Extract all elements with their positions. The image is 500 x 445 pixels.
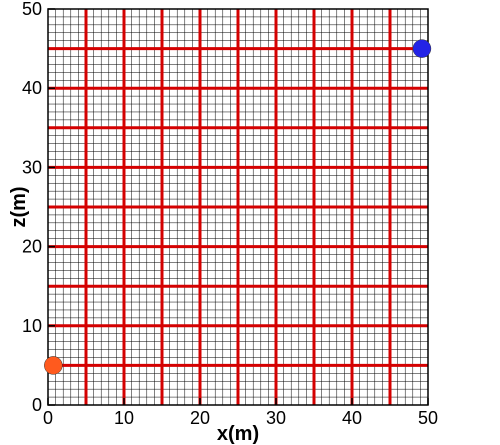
- plot-frame: [47, 8, 429, 406]
- coarse-grid: [48, 9, 428, 405]
- y-axis-label: z(m): [8, 186, 30, 227]
- data-point: [412, 39, 432, 58]
- x-tick-labels: 0 10 20 30 40 50: [43, 408, 438, 428]
- x-tick-label: 40: [342, 408, 362, 428]
- x-tick-label: 50: [418, 408, 438, 428]
- axis-ticks: [47, 8, 429, 406]
- y-tick-label: 50: [22, 0, 42, 19]
- x-tick-label: 30: [266, 408, 286, 428]
- y-tick-label: 20: [22, 237, 42, 257]
- x-axis-label: x(m): [217, 423, 259, 445]
- y-tick-labels: 0 10 20 30 40 50: [22, 0, 42, 415]
- x-tick-label: 10: [114, 408, 134, 428]
- y-tick-label: 10: [22, 316, 42, 336]
- x-tick-label: 0: [43, 408, 53, 428]
- y-tick-label: 40: [22, 78, 42, 98]
- x-tick-label: 20: [190, 408, 210, 428]
- y-tick-label: 0: [32, 395, 42, 415]
- data-points: [44, 39, 432, 375]
- y-tick-label: 30: [22, 157, 42, 177]
- data-point: [44, 356, 63, 375]
